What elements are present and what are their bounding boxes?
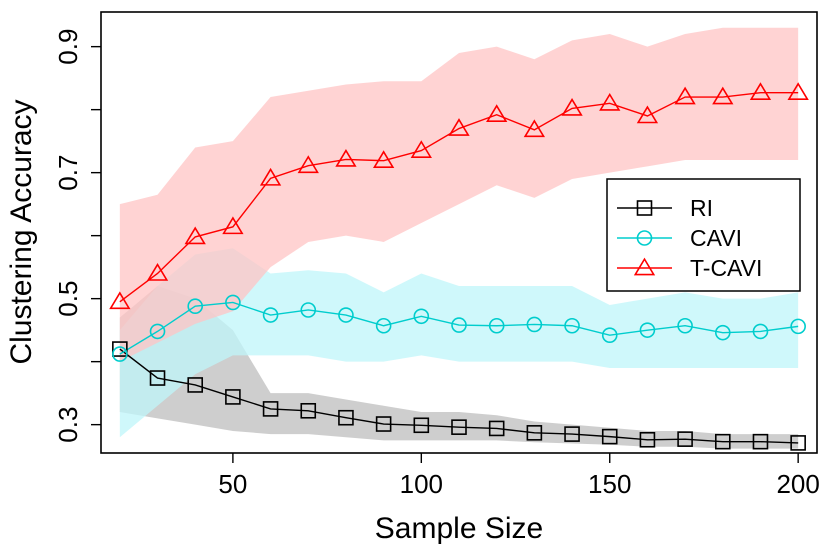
legend-label: CAVI (690, 225, 742, 251)
legend-marker-cavi (636, 230, 653, 246)
cavi-point (225, 294, 241, 311)
y-tick-label: 0.3 (53, 407, 83, 443)
cavi-point (187, 298, 204, 315)
t-cavi-point (109, 291, 131, 310)
x-axis-title: Sample Size (375, 512, 543, 545)
y-axis-title: Clustering Accuracy (5, 99, 38, 364)
x-axis: 50 100 150 200 (218, 453, 820, 499)
cavi-point (714, 324, 731, 341)
legend-label: T-CAVI (690, 255, 762, 281)
cavi-point (526, 316, 543, 333)
ri-point (790, 435, 806, 451)
legend-box (606, 178, 801, 292)
y-tick-label: 0.9 (53, 29, 83, 65)
t-cavi-point (749, 82, 772, 100)
y-axis: 0.3 0.5 0.7 0.9 (53, 29, 101, 443)
legend-marker-t-cavi (633, 257, 656, 276)
ri-band (119, 286, 799, 449)
legend-item-ri: RI (617, 195, 713, 221)
y-tick-label: 0.5 (53, 281, 83, 317)
cavi-point (451, 317, 467, 333)
cavi-point (300, 302, 317, 318)
t-cavi-point (599, 92, 621, 111)
t-cavi-point (297, 155, 319, 174)
ri-point (752, 433, 769, 450)
cavi-point (752, 323, 769, 340)
legend-marker-ri (636, 200, 653, 216)
cavi-point (149, 323, 166, 340)
t-cavi-point (410, 140, 432, 158)
t-cavi-point (335, 149, 357, 167)
ri-point (564, 426, 580, 442)
cavi-line (119, 301, 799, 355)
cavi-point (413, 308, 430, 325)
ri-point (262, 401, 279, 417)
ri-point (714, 433, 731, 450)
t-cavi-band (119, 27, 799, 362)
t-cavi-line (119, 91, 799, 303)
t-cavi-point (486, 104, 508, 123)
cavi-point (112, 346, 128, 362)
ri-point (375, 416, 392, 432)
t-cavi-point (259, 167, 282, 186)
cavi-point (488, 317, 505, 334)
ri-point (639, 431, 656, 448)
ri-point (187, 377, 204, 393)
y-tick-label: 0.7 (53, 155, 83, 191)
cavi-point (677, 317, 693, 334)
cavi-point (375, 317, 392, 334)
t-cavi-point (561, 97, 583, 116)
x-tick-label: 50 (218, 469, 247, 499)
legend: RI CAVI T-CAVI (606, 178, 801, 292)
t-cavi-point (712, 86, 734, 105)
t-cavi-point (787, 82, 809, 100)
t-cavi-point (222, 216, 244, 235)
x-tick-label: 100 (400, 469, 443, 499)
ri-point (300, 402, 317, 419)
cavi-band (119, 248, 799, 438)
legend-item-t-cavi: T-CAVI (617, 255, 762, 281)
x-tick-label: 200 (776, 469, 819, 499)
cavi-point (262, 307, 279, 323)
ri-point (526, 425, 543, 441)
legend-label: RI (690, 195, 713, 221)
cavi-point (338, 307, 354, 323)
t-cavi-point (146, 263, 169, 281)
cavi-point (639, 322, 656, 338)
t-cavi-point (448, 118, 470, 136)
ri-point (601, 428, 618, 445)
cavi-point (790, 318, 806, 335)
ri-point (112, 341, 128, 357)
t-cavi-point (636, 105, 659, 124)
t-cavi-point (372, 150, 395, 169)
series-markers (109, 82, 809, 451)
ri-point (413, 417, 430, 434)
cavi-point (564, 317, 580, 334)
ri-point (488, 420, 505, 437)
t-cavi-point (184, 226, 206, 245)
t-cavi-point (523, 119, 546, 138)
series-lines (119, 91, 799, 444)
x-tick-label: 150 (588, 469, 631, 499)
ri-line (119, 348, 799, 444)
confidence-bands (119, 27, 799, 449)
plot-frame (100, 11, 818, 454)
t-cavi-point (674, 86, 696, 105)
legend-item-cavi: CAVI (617, 225, 742, 251)
ri-point (338, 409, 354, 426)
cavi-point (601, 327, 618, 343)
ri-point (677, 431, 693, 447)
ri-point (451, 419, 467, 435)
ri-point (225, 389, 241, 405)
ri-point (149, 370, 166, 386)
